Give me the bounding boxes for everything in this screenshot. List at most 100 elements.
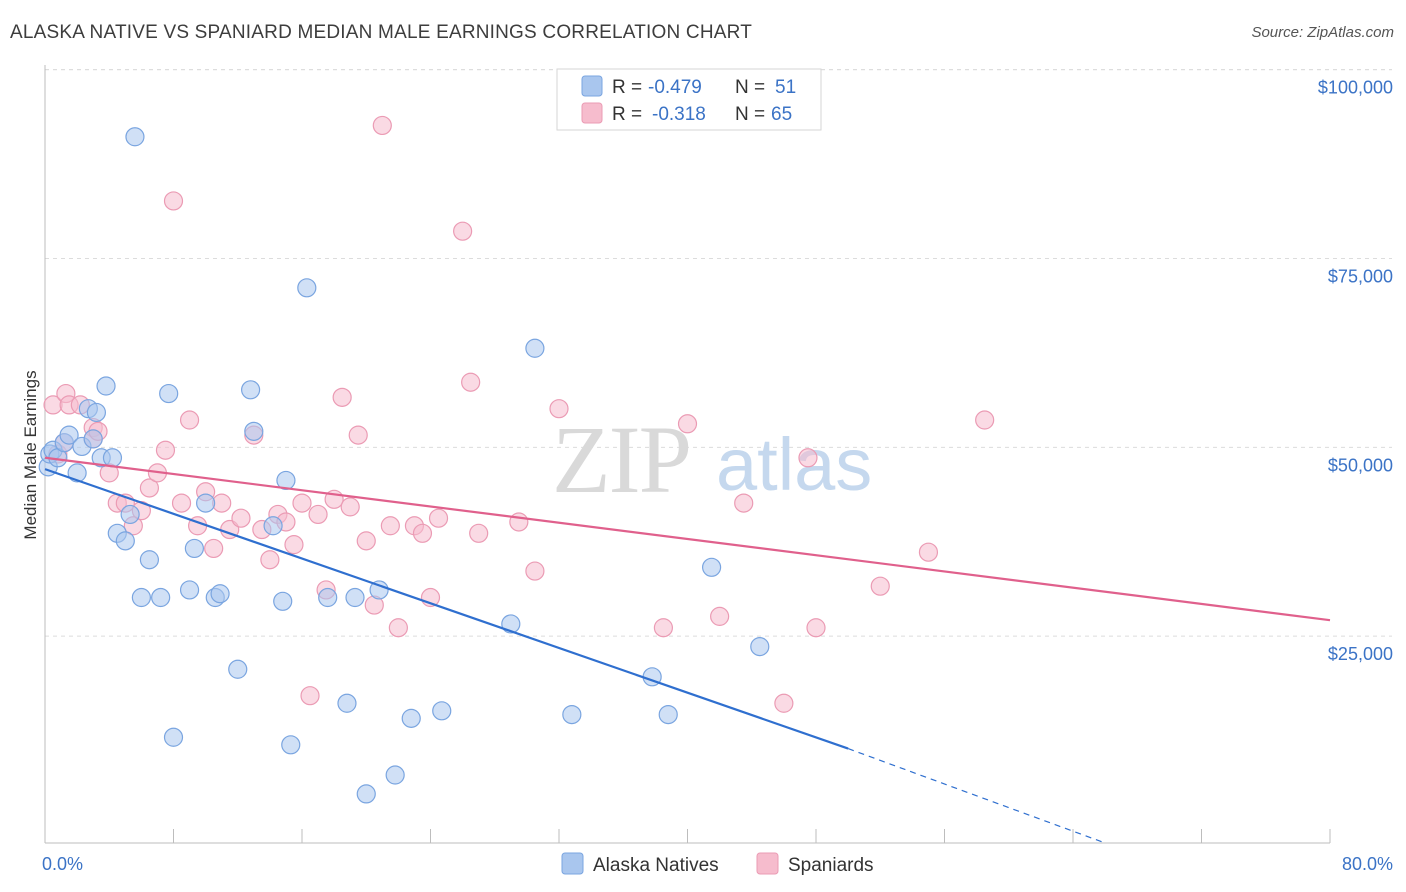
spaniard-point [292, 493, 312, 513]
legend-swatch-spaniards [581, 102, 603, 124]
watermark-atlas: atlas [716, 423, 872, 506]
source-label: Source: ZipAtlas.com [1251, 24, 1394, 41]
spaniard-point [388, 618, 408, 638]
alaska-native-point [345, 587, 365, 608]
alaska-native-point [263, 516, 283, 536]
alaska-native-point [658, 704, 678, 725]
spaniard-point [870, 576, 890, 596]
x-tick-label: 80.0% [1342, 854, 1393, 874]
watermark-zip: ZIP [552, 406, 690, 513]
bottom-legend-spaniards: Spaniards [788, 855, 874, 876]
alaska-native-point [750, 637, 770, 657]
alaska-native-point [281, 735, 301, 755]
alaska-native-point [337, 693, 357, 713]
spaniard-point [372, 115, 392, 136]
alaska-native-point [131, 587, 151, 608]
alaska-native-point [297, 278, 317, 298]
spaniard-point [734, 493, 754, 513]
watermark: ZIP atlas [552, 406, 872, 513]
spaniard-point [231, 508, 251, 528]
spaniard-point [212, 493, 232, 513]
legend-r-value: -0.318 [652, 104, 706, 125]
legend-n-label: N = [735, 104, 765, 125]
alaska-native-point [318, 587, 338, 608]
legend-n-value: 51 [775, 77, 796, 98]
alaska-native-point [163, 727, 184, 747]
alaska-native-point [151, 587, 171, 608]
alaska-native-point [83, 429, 103, 449]
spaniard-point [332, 387, 352, 407]
alaska-native-point [96, 376, 116, 396]
alaska-native-point [562, 704, 582, 725]
grid-lines [45, 69, 1392, 637]
y-axis-label: Median Male Earnings [21, 370, 40, 539]
spaniard-point [348, 425, 368, 445]
spaniard-point [340, 497, 360, 517]
x-tick-label: 0.0% [42, 854, 83, 874]
correlation-legend: R = -0.479 N = 51 R = -0.318 N = 65 [556, 68, 822, 131]
alaska-natives-trend-line [44, 468, 849, 750]
x-tick-labels: 0.0% 80.0% [42, 854, 1393, 874]
spaniard-point [806, 618, 826, 638]
spaniard-point [549, 399, 569, 419]
alaska-native-point [125, 127, 145, 147]
legend-n-value: 65 [771, 104, 792, 125]
spaniard-point [356, 531, 376, 551]
alaska-native-point [228, 659, 248, 679]
spaniard-point [139, 478, 160, 498]
alaska-native-point [59, 425, 79, 445]
spaniard-point [308, 504, 328, 525]
alaska-native-point [701, 557, 722, 577]
alaska-native-point [276, 470, 296, 491]
series-legend: Alaska Natives Spaniards [561, 852, 874, 876]
y-tick-label: $50,000 [1328, 455, 1393, 475]
alaska-native-point [196, 493, 216, 513]
spaniard-point [774, 693, 794, 713]
spaniard-point [653, 618, 674, 638]
spaniard-point [260, 550, 280, 570]
spaniard-point [380, 516, 400, 536]
alaska-native-point [102, 448, 123, 468]
spaniard-point [461, 372, 481, 392]
spaniard-point [284, 535, 304, 555]
bottom-legend-swatch-spaniards [756, 852, 779, 875]
alaska-natives-points [38, 127, 770, 804]
spaniard-point [798, 448, 818, 468]
alaska-native-point [369, 580, 389, 600]
y-tick-label: $75,000 [1328, 266, 1393, 286]
spaniard-point [300, 686, 320, 706]
alaska-native-point [241, 380, 261, 400]
alaska-native-point [210, 584, 230, 604]
alaska-native-point [525, 338, 545, 358]
spaniard-point [677, 414, 698, 434]
alaska-native-point [401, 708, 421, 728]
alaska-native-point [184, 538, 204, 559]
alaska-native-point [432, 701, 452, 721]
spaniard-point [428, 508, 449, 528]
spaniard-point [469, 523, 489, 543]
alaska-native-point [179, 580, 200, 600]
spaniard-point [171, 493, 192, 513]
spaniard-point [918, 542, 939, 562]
chart-title: ALASKA NATIVE VS SPANIARD MEDIAN MALE EA… [10, 22, 752, 43]
bottom-legend-swatch-alaska [561, 852, 584, 875]
spaniard-point [710, 606, 730, 626]
legend-r-label: R = [612, 77, 642, 98]
legend-r-value: -0.479 [648, 77, 702, 98]
spaniard-point [204, 538, 224, 559]
alaska-native-point [356, 784, 376, 804]
spaniard-point [525, 561, 545, 581]
alaska-native-point [86, 402, 107, 423]
alaska-native-point [139, 550, 160, 570]
legend-n-label: N = [735, 77, 765, 98]
alaska-native-point [244, 421, 264, 441]
trend-lines [44, 456, 1331, 844]
alaska-native-point [67, 463, 87, 483]
legend-swatch-alaska [581, 75, 603, 97]
alaska-natives-trend-extension [847, 748, 1106, 844]
alaska-native-point [120, 504, 140, 525]
y-tick-label: $100,000 [1318, 78, 1393, 98]
spaniard-point [412, 523, 433, 543]
spaniards-trend-line [44, 456, 1331, 622]
